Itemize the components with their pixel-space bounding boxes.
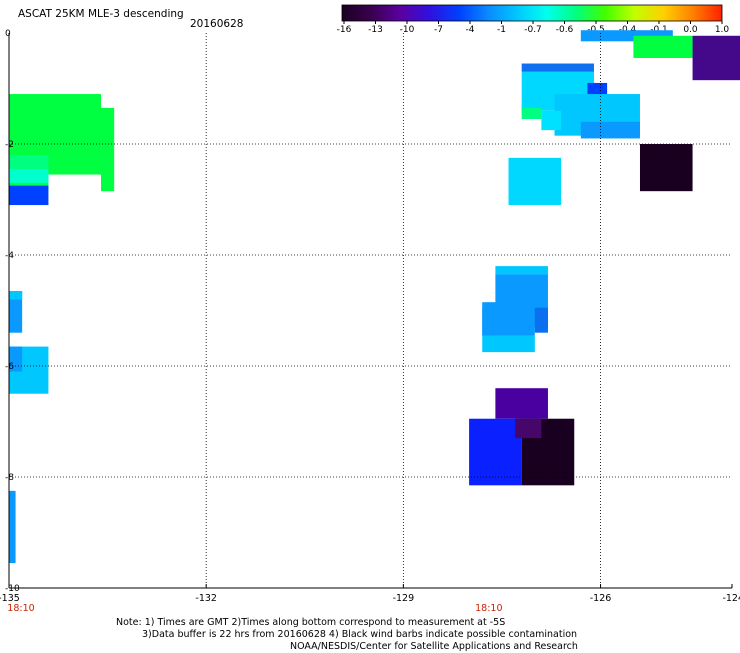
data-cell xyxy=(692,35,740,81)
y-tick-label: -2 xyxy=(5,140,14,150)
colorbar-tick-label: 0.0 xyxy=(683,25,698,35)
x-tick-label: -132 xyxy=(195,593,217,604)
data-cell xyxy=(482,335,535,353)
colorbar-tick-label: -0.5 xyxy=(587,25,605,35)
chart-title: ASCAT 25KM MLE-3 descending xyxy=(18,8,184,20)
y-tick-label: -4 xyxy=(5,251,14,261)
y-tick-label: 0 xyxy=(5,29,11,39)
colorbar-tick-label: -0.7 xyxy=(524,25,542,35)
data-cell xyxy=(534,307,548,333)
colorbar-tick-label: -16 xyxy=(337,25,352,35)
data-cell xyxy=(580,121,640,139)
colorbar-tick-label: -7 xyxy=(434,25,443,35)
colorbar-tick-label: -0.6 xyxy=(556,25,574,35)
colorbar-tick-label: -4 xyxy=(466,25,475,35)
colorbar-tick-label: -0.1 xyxy=(650,25,668,35)
colorbar-tick-label: -10 xyxy=(400,25,415,35)
y-tick-label: -8 xyxy=(5,473,14,483)
colorbar: -16 -13 -10 -7 -4 -1 -0.7 -0.6 -0.5 -0.4 -0.1 0.0 1.… xyxy=(337,4,730,35)
x-tick-label: -135 xyxy=(0,593,20,604)
data-cell xyxy=(495,266,548,275)
note-line-1: Note: 1) Times are GMT 2)Times along bot… xyxy=(116,617,506,628)
data-cell xyxy=(9,185,49,206)
axes: 0-2-4-6-8-10-135-132-129-126-123-12418:1… xyxy=(0,29,740,614)
time-label: 18:10 xyxy=(7,603,34,614)
x-tick-label: -124 xyxy=(722,593,740,604)
data-cell xyxy=(508,157,562,206)
grid-lines xyxy=(9,33,732,588)
data-cell xyxy=(9,155,49,169)
data-cell xyxy=(9,291,23,333)
data-cell xyxy=(495,388,548,419)
colorbar-bar xyxy=(341,4,723,22)
data-cell xyxy=(9,168,49,183)
data-cell xyxy=(9,291,23,300)
data-cell xyxy=(515,418,542,439)
x-tick-label: -126 xyxy=(590,593,612,604)
y-tick-label: -6 xyxy=(5,362,14,372)
data-cell xyxy=(521,107,542,120)
colorbar-tick-label: -1 xyxy=(497,25,506,35)
data-cell xyxy=(9,490,16,564)
data-cell xyxy=(469,418,522,486)
data-cell xyxy=(101,107,115,192)
data-cell xyxy=(541,110,562,131)
data-cell xyxy=(639,144,693,192)
data-cell xyxy=(9,346,23,372)
data-cell xyxy=(580,30,673,42)
colorbar-tick-label: -0.4 xyxy=(619,25,637,35)
x-tick-label: -129 xyxy=(393,593,415,604)
chart-date: 20160628 xyxy=(190,18,244,30)
note-line-3: NOAA/NESDIS/Center for Satellite Applica… xyxy=(290,641,578,652)
colorbar-tick-label: 1.0 xyxy=(715,25,730,35)
data-cell xyxy=(587,82,608,97)
colorbar-tick-label: -13 xyxy=(368,25,383,35)
data-cell xyxy=(482,307,496,336)
time-label: 18:10 xyxy=(475,603,502,614)
note-line-2: 3)Data buffer is 22 hrs from 20160628 4)… xyxy=(142,629,578,640)
data-cells xyxy=(9,30,740,564)
y-tick-label: -10 xyxy=(5,584,20,594)
data-cell xyxy=(633,35,693,58)
data-cell xyxy=(521,63,594,72)
